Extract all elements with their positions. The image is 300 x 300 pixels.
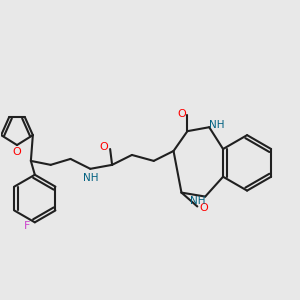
Text: NH: NH xyxy=(82,173,98,183)
Text: O: O xyxy=(100,142,109,152)
Text: O: O xyxy=(199,203,208,214)
Text: O: O xyxy=(177,109,186,119)
Text: NH: NH xyxy=(190,196,205,206)
Text: NH: NH xyxy=(209,120,225,130)
Text: F: F xyxy=(24,221,30,231)
Text: O: O xyxy=(13,147,21,157)
